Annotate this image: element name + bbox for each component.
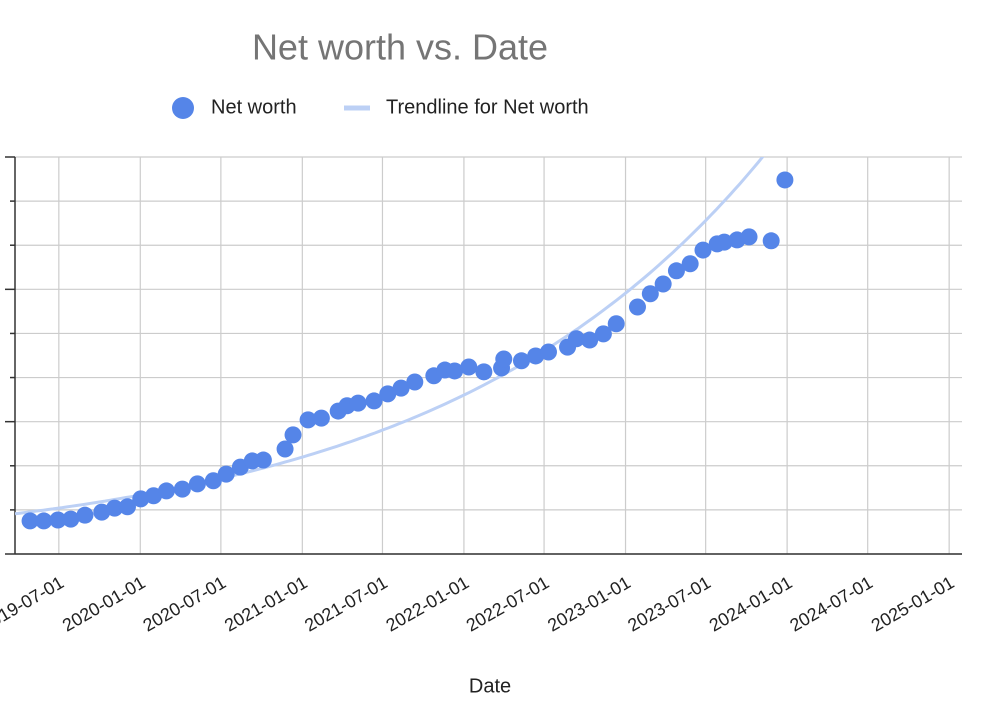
point <box>204 472 222 490</box>
point <box>365 392 383 410</box>
point <box>694 241 712 259</box>
trendline <box>15 157 765 516</box>
point <box>776 171 794 189</box>
chart-title: Net worth vs. Date <box>252 27 548 68</box>
point <box>217 465 235 483</box>
point <box>681 255 699 273</box>
x-tick-label: 2021-07-01 <box>301 572 391 635</box>
point <box>641 285 659 303</box>
x-tick-label: 2024-01-01 <box>706 572 796 635</box>
point <box>527 347 545 365</box>
point <box>715 233 733 251</box>
point <box>607 315 625 333</box>
x-tick-label: 2022-07-01 <box>463 572 553 635</box>
point <box>276 440 294 458</box>
x-axis-title: Date <box>469 675 511 697</box>
x-tick-label: 2024-07-01 <box>786 572 876 635</box>
point <box>62 510 80 528</box>
x-tick-label: 2020-07-01 <box>140 572 230 635</box>
point <box>157 482 175 500</box>
point <box>567 330 585 348</box>
point <box>145 487 163 505</box>
point <box>379 385 397 403</box>
point <box>392 379 410 397</box>
legend-label: Trendline for Net worth <box>386 96 589 118</box>
point <box>106 499 124 517</box>
point <box>495 350 513 368</box>
plot-area <box>15 157 765 516</box>
point <box>254 451 272 469</box>
point <box>118 498 136 516</box>
point <box>188 475 206 493</box>
point <box>49 511 67 529</box>
x-tick-label: 2021-01-01 <box>221 572 311 635</box>
point <box>299 411 317 429</box>
point <box>475 363 493 381</box>
x-tick-label: 2019-07-01 <box>0 572 67 635</box>
legend-marker <box>172 97 194 119</box>
point <box>312 409 330 427</box>
point <box>628 298 646 316</box>
point <box>762 232 780 250</box>
x-tick-label: 2023-01-01 <box>544 572 634 635</box>
legend-label: Net worth <box>211 96 297 118</box>
x-tick-label: 2022-01-01 <box>383 572 473 635</box>
point <box>539 343 557 361</box>
point <box>406 373 424 391</box>
point <box>93 503 111 521</box>
point <box>594 325 612 343</box>
point <box>349 394 367 412</box>
x-tick-label: 2025-01-01 <box>868 572 958 635</box>
point <box>446 362 464 380</box>
point <box>581 331 599 349</box>
point <box>740 228 758 246</box>
x-tick-label: 2020-01-01 <box>59 572 149 635</box>
x-tick-label: 2023-07-01 <box>624 572 714 635</box>
point <box>460 358 478 376</box>
point <box>512 352 530 370</box>
point <box>173 480 191 498</box>
point <box>35 512 53 530</box>
point <box>654 275 672 293</box>
point <box>132 490 150 508</box>
point <box>667 262 685 280</box>
point <box>284 426 302 444</box>
point <box>21 512 39 530</box>
point <box>76 506 94 524</box>
